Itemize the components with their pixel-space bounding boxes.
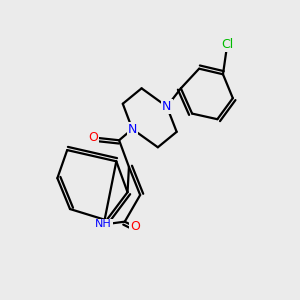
Text: NH: NH — [95, 220, 112, 230]
Text: Cl: Cl — [221, 38, 233, 51]
Text: O: O — [130, 220, 140, 233]
Text: O: O — [88, 131, 98, 144]
Text: N: N — [128, 122, 137, 136]
Text: N: N — [162, 100, 172, 113]
